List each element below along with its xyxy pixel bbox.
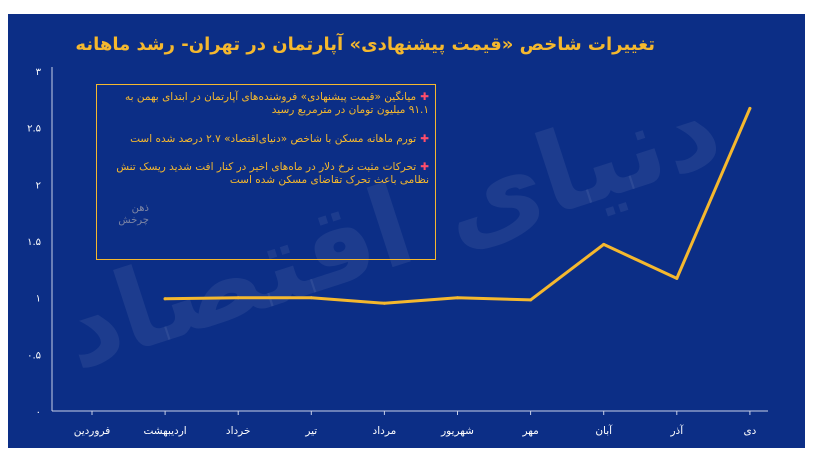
note-text: تحرکات مثبت نرخ دلار در ماه‌های اخیر در … (116, 161, 429, 186)
data-point (382, 301, 386, 305)
data-point (675, 276, 679, 280)
line-chart: ۰ ۰.۵ ۱ ۱.۵ ۲ ۲.۵ ۳ فروردین اردیبهشت خرداد تیر مردا… (27, 67, 768, 437)
x-tick-label: اردیبهشت (143, 425, 186, 437)
data-point (602, 242, 606, 246)
data-point (748, 106, 752, 110)
note-item: ✚تورم ماهانه مسکن با شاخص «دنیای‌اقتصاد»… (103, 133, 429, 146)
data-point (236, 296, 240, 300)
chart-panel: دنیای اقتصاد ۰ ۰.۵ ۱ ۱.۵ ۲ ۲.۵ ۳ فروردین اردیبهش… (8, 14, 805, 448)
x-tick-label: فروردین (74, 425, 111, 437)
y-tick-label: ۱.۵ (27, 237, 41, 248)
x-tick-label: آبان (595, 424, 613, 437)
x-tick-label: تیر (304, 425, 317, 437)
x-tick-label: شهریور (440, 425, 474, 437)
chart-title: تغییرات شاخص «قیمت پیشنهادی» آپارتمان در… (75, 34, 655, 55)
y-tick-label: ۲ (36, 180, 41, 191)
bullet-icon: ✚ (420, 133, 429, 145)
data-point (309, 296, 313, 300)
y-tick-label: ۰.۵ (27, 350, 41, 361)
y-tick-label: ۳ (36, 67, 42, 78)
note-item: ✚میانگین «قیمت پیشنهادی» فروشنده‌های آپا… (103, 91, 429, 117)
note-item: ✚تحرکات مثبت نرخ دلار در ماه‌های اخیر در… (103, 161, 429, 187)
data-point (456, 296, 459, 300)
note-text: میانگین «قیمت پیشنهادی» فروشنده‌های آپار… (125, 91, 429, 116)
bullet-icon: ✚ (420, 161, 429, 173)
x-tick-label: خرداد (226, 425, 251, 437)
x-tick-label: دی (743, 425, 756, 437)
x-tick-label: مهر (521, 425, 538, 437)
brand-logo: ذهن چرخش (118, 203, 149, 226)
y-tick-label: ۲.۵ (27, 124, 41, 135)
y-tick-label: ۱ (36, 294, 41, 305)
data-point (529, 298, 533, 302)
x-tick-label: مرداد (373, 425, 397, 437)
note-box: ✚میانگین «قیمت پیشنهادی» فروشنده‌های آپا… (96, 84, 436, 260)
data-point (163, 297, 167, 301)
note-text: تورم ماهانه مسکن با شاخص «دنیای‌اقتصاد» … (130, 133, 417, 145)
x-tick-label: آذر (669, 424, 684, 437)
y-tick-label: ۰ (36, 407, 41, 418)
bullet-icon: ✚ (420, 91, 429, 103)
